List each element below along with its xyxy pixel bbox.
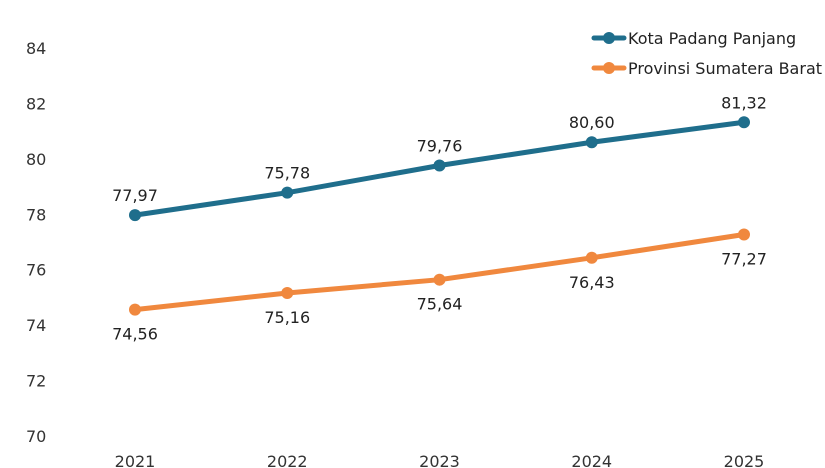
data-point [738,228,750,241]
data-point [433,273,446,286]
data-point [585,251,598,264]
y-tick-label: 84 [26,39,46,58]
x-tick-label: 2021 [115,452,156,468]
x-axis: 2021 2022 2023 2024 2025 [115,452,765,468]
data-point [738,116,750,129]
data-point [281,286,294,299]
data-point [585,136,598,149]
data-point [433,159,446,172]
data-point [129,303,141,316]
data-label: 77,97 [112,186,158,205]
x-tick-label: 2023 [419,452,460,468]
data-label: 79,76 [417,137,463,156]
data-label: 76,43 [569,273,615,292]
y-tick-label: 76 [26,261,46,280]
data-label: 75,16 [264,308,310,327]
data-label: 77,27 [721,250,767,269]
x-tick-label: 2024 [571,452,612,468]
series-2: 74,56 75,16 75,64 76,43 77,27 [112,228,767,344]
legend-label: Kota Padang Panjang [628,29,796,48]
y-tick-label: 70 [26,427,46,446]
data-label: 75,64 [417,295,463,314]
y-tick-label: 74 [26,316,46,335]
legend: Kota Padang Panjang Provinsi Sumatera Bar… [591,29,822,78]
legend-item: Provinsi Sumatera Barat [591,59,822,78]
legend-label: Provinsi Sumatera Barat [628,59,822,78]
data-label: 75,78 [264,164,310,183]
y-tick-label: 80 [26,150,46,169]
data-label: 81,32 [721,93,767,112]
y-tick-label: 72 [26,372,46,391]
series-layer: 77,97 75,78 79,76 80,60 81,32 74,56 75,16 75,64… [112,93,767,343]
legend-marker [603,32,615,44]
y-axis: 70 72 74 76 78 80 82 84 [26,39,46,446]
x-tick-label: 2025 [724,452,765,468]
y-tick-label: 78 [26,205,46,224]
x-tick-label: 2022 [267,452,308,468]
data-point [129,209,141,222]
y-tick-label: 82 [26,94,46,113]
data-label: 74,56 [112,325,158,344]
legend-item: Kota Padang Panjang [591,29,796,48]
data-point [281,186,294,199]
legend-marker [603,62,615,74]
series-1: 77,97 75,78 79,76 80,60 81,32 [112,93,767,222]
data-label: 80,60 [569,113,615,132]
